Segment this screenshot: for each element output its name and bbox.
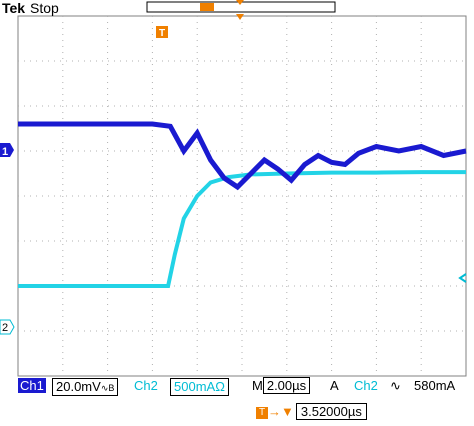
ch1-scale[interactable]: 20.0mV∿B [52, 378, 119, 396]
record-view-window[interactable] [200, 3, 214, 11]
timebase[interactable]: M 2.00µs [252, 377, 311, 394]
trigger-offset-value: 3.52000µs [295, 403, 367, 420]
timebase-value: 2.00µs [262, 377, 311, 394]
ch2-label-text: Ch2 [134, 378, 158, 393]
bandwidth-limit-icon: ∿B [100, 383, 115, 393]
ch1-label-text: Ch1 [18, 378, 46, 393]
ch2-label[interactable]: Ch2 [134, 378, 158, 394]
ch2-marker-label: 2 [2, 322, 8, 334]
trigger-marker-box [156, 26, 168, 38]
trigger-mode-label: A [330, 378, 339, 393]
ch1-label[interactable]: Ch1 [18, 378, 46, 394]
trigger-position-icon [236, 14, 244, 20]
ohm-icon: Ω [215, 379, 225, 394]
ch1-marker-label: 1 [2, 146, 8, 158]
trigger-source-label: Ch2 [354, 378, 378, 393]
trigger-level-icon [458, 273, 467, 283]
ch1-trace [18, 121, 467, 191]
rising-edge-icon: ∿ [390, 378, 401, 393]
trigger-mode[interactable]: A [330, 378, 339, 394]
acquisition-state: Stop [30, 0, 59, 16]
trigger-source[interactable]: Ch2 [354, 378, 378, 394]
brand-logo: Tek [2, 0, 26, 16]
trigger-offset-icon: T [256, 406, 268, 419]
trigger-offset[interactable]: T →▼ 3.52000µs [256, 403, 367, 420]
trigger-marker-label: T [159, 28, 165, 39]
trigger-level[interactable]: 580mA [414, 378, 455, 394]
ch2-scale-value: 500mA [174, 379, 216, 394]
arrow-icon: →▼ [268, 404, 294, 419]
ch2-scale[interactable]: 500mAΩ [170, 378, 229, 396]
ch2-ground-marker[interactable] [0, 319, 15, 335]
ch2-trace [18, 170, 466, 288]
ch1-scale-value: 20.0mV [56, 379, 101, 394]
ch1-ground-marker[interactable] [0, 143, 14, 157]
timebase-label: M [252, 378, 263, 393]
trigger-level-value: 580mA [414, 378, 456, 393]
trigger-position-top-icon [236, 0, 244, 5]
graticule [17, 15, 467, 377]
